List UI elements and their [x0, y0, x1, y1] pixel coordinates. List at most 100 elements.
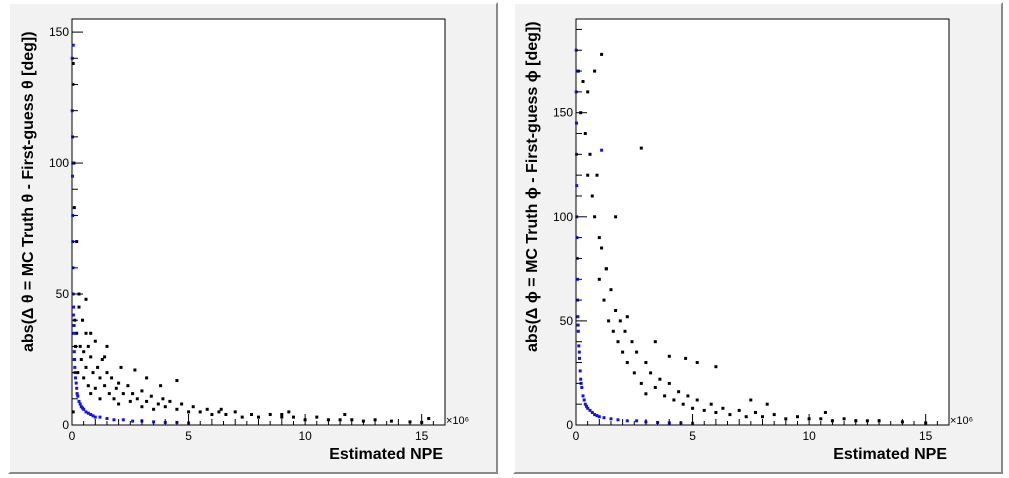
- scatter-point: [581, 394, 585, 398]
- scatter-point: [639, 146, 643, 150]
- scatter-point: [728, 413, 732, 417]
- scatter-point: [131, 419, 135, 423]
- scatter-point: [581, 80, 585, 83]
- scatter-point: [625, 315, 629, 319]
- scatter-point: [784, 417, 788, 421]
- scatter-point: [630, 340, 634, 344]
- scatter-point: [71, 62, 75, 65]
- scatter-point: [93, 339, 97, 343]
- x-axis-label: Estimated NPE: [833, 446, 947, 463]
- scatter-point: [632, 371, 636, 375]
- scatter-point: [595, 173, 599, 177]
- scatter-point: [600, 246, 604, 250]
- scatter-point: [614, 309, 618, 312]
- x-tick-label: 0: [69, 429, 76, 443]
- scatter-point: [205, 407, 209, 411]
- scatter-point: [754, 411, 757, 414]
- scatter-point: [597, 277, 601, 281]
- scatter-point: [74, 376, 77, 380]
- scatter-point: [575, 184, 579, 188]
- scatter-point: [128, 399, 132, 403]
- scatter-point: [78, 344, 82, 348]
- scatter-point: [161, 397, 165, 401]
- scatter-point: [737, 408, 741, 412]
- scatter-point: [576, 329, 580, 333]
- scatter-point: [590, 194, 594, 198]
- scatter-point: [653, 386, 657, 389]
- scatter-point: [84, 331, 88, 335]
- scatter-point: [427, 417, 431, 420]
- scatter-point: [583, 132, 587, 135]
- scatter-point: [72, 324, 76, 327]
- scatter-point: [84, 410, 88, 414]
- scatter-point: [86, 384, 90, 388]
- scatter-point: [315, 415, 319, 419]
- scatter-point: [76, 394, 80, 398]
- scatter-point: [77, 399, 81, 403]
- scatter-point: [73, 358, 77, 361]
- scatter-point: [577, 344, 581, 348]
- scatter-point: [588, 152, 592, 156]
- scatter-point: [105, 371, 109, 375]
- scatter-point: [240, 415, 244, 419]
- scatter-point: [721, 406, 725, 410]
- scatter-point: [686, 394, 690, 398]
- scatter-point: [82, 350, 86, 354]
- scatter-point: [71, 174, 74, 178]
- scatter-point: [89, 355, 93, 359]
- y-tick-label: 150: [553, 106, 573, 120]
- scatter-point: [677, 390, 681, 394]
- scatter-point: [103, 384, 107, 388]
- scatter-point: [575, 121, 578, 125]
- scatter-point: [583, 402, 587, 406]
- scatter-point: [618, 319, 622, 323]
- scatter-point: [73, 365, 77, 369]
- y-tick-label: 150: [49, 25, 69, 39]
- scatter-point: [152, 407, 156, 411]
- scatter-point: [72, 331, 76, 335]
- scatter-point: [77, 305, 81, 309]
- scatter-point: [582, 398, 586, 402]
- scatter-point: [586, 90, 590, 94]
- scatter-point: [609, 288, 613, 292]
- scatter-point: [217, 410, 221, 414]
- plot-frame: [575, 18, 950, 426]
- scatter-point: [75, 392, 79, 396]
- scatter-point: [98, 397, 102, 401]
- scatter-point: [117, 381, 121, 385]
- y-tick-label: 100: [553, 210, 573, 224]
- scatter-point: [126, 384, 130, 388]
- scatter-point: [823, 411, 827, 414]
- scatter-point: [268, 413, 272, 416]
- scatter-point: [75, 331, 79, 335]
- y-tick-label: 50: [56, 287, 70, 301]
- scatter-point: [695, 398, 699, 402]
- scatter-point: [684, 356, 688, 360]
- scatter-point: [250, 413, 253, 416]
- x-axis-multiplier: ×10⁶: [950, 415, 973, 427]
- plot-frame: [71, 18, 446, 426]
- scatter-point: [100, 358, 104, 361]
- scatter-point: [597, 236, 601, 240]
- scatter-point: [78, 402, 82, 406]
- scatter-point: [590, 411, 594, 414]
- x-tick-label: 5: [689, 429, 696, 443]
- scatter-point: [121, 418, 125, 422]
- scatter-point: [343, 413, 347, 416]
- scatter-point: [93, 386, 97, 390]
- y-tick-label: 50: [560, 314, 574, 328]
- scatter-point: [765, 402, 769, 406]
- scatter-point: [103, 355, 107, 359]
- scatter-point: [578, 356, 581, 360]
- scatter-point: [135, 397, 139, 401]
- scatter-point: [639, 381, 643, 385]
- scatter-point: [761, 415, 764, 419]
- scatter-point: [578, 369, 582, 373]
- scatter-point: [96, 365, 100, 369]
- scatter-point: [105, 417, 109, 420]
- scatter-point: [140, 389, 144, 393]
- y-tick-label: 100: [49, 156, 69, 170]
- scatter-point: [625, 419, 629, 423]
